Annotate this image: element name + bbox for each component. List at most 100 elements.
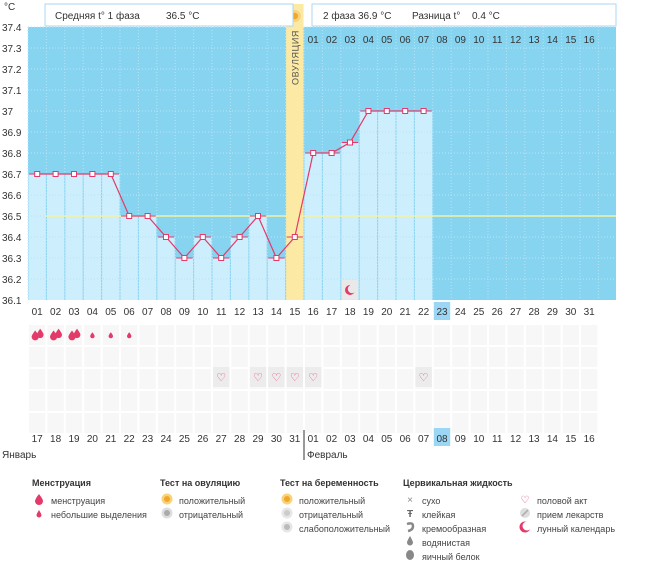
marker-cell [415,391,432,411]
x-tick-label: 29 [547,307,559,318]
heart-cell [415,367,432,387]
marker-cell [157,347,175,367]
temperature-point [126,213,133,219]
temperature-point [347,139,353,146]
marker-cell [433,369,451,389]
x-tick-label: 03 [68,307,80,318]
marker-cell [544,413,561,433]
small-drop-icon [90,332,95,339]
marker-cell [231,325,248,345]
temperature-point [89,171,96,177]
legend-label: сухо [422,496,441,506]
top-day-labels: 01 02 03 04 05 06 07 08 09 10 11 12 13 14 15 16 [308,35,596,46]
date-label: 12 [510,434,522,445]
phase2-value: 36.9 °C [358,11,391,22]
phase2-box [311,3,617,27]
date-label: 29 [252,434,264,445]
marker-cell [507,347,524,367]
marker-cell [581,413,598,433]
x-tick-label: 20 [381,307,393,318]
y-tick-label: 36.6 [2,191,22,202]
marker-cell [249,391,267,411]
marker-cell [84,413,101,433]
marker-cell [194,413,211,433]
marker-cell [65,347,83,367]
legend-title: Цервикальная жидкость [403,478,513,488]
marker-cell [65,369,83,389]
legend-other: ♡ половой акт прием лекарств лунный кален… [518,478,615,536]
legend-title: Тест на беременность [280,478,379,488]
marker-cell [194,325,211,345]
date-label: 25 [179,434,191,445]
marker-cell [47,391,64,411]
marker-rows: ♡ ♡ ♡ ♡ ♡ ♡ [29,325,598,433]
marker-cell [102,369,119,389]
temperature-line [37,110,424,260]
moon-icon [518,521,532,538]
marker-cell [139,369,156,389]
date-label: 15 [565,434,577,445]
temperature-bar [322,153,341,300]
x-tick-label: 30 [565,307,577,318]
heart-cell [249,367,267,387]
date-label: 05 [381,434,393,445]
marker-cell [397,369,414,389]
diff-label: Разница t° [412,11,460,22]
marker-cell [139,413,156,433]
marker-cell [452,413,469,433]
legend-item: отрицательный [280,507,390,522]
marker-cell [341,391,359,411]
x-tick-label: 24 [455,307,467,318]
temperature-bar [414,111,433,300]
marker-cell [415,325,432,345]
legend-item: ♡ половой акт [518,494,615,508]
x-tick-label: 16 [308,307,320,318]
marker-cell [397,347,414,367]
x-tick-label: 15 [289,307,301,318]
legend-item: положительный [160,493,245,508]
diff-value: 0.4 °C [472,11,500,22]
marker-cell [378,369,395,389]
x-tick-label: 17 [326,307,338,318]
marker-cell [47,413,64,433]
x-tick-label: 06 [124,307,136,318]
bbt-chart: ОВУЛЯЦИЯ °C 37.4 37.3 37.2 37.1 37 36.9 36.8 36.… [2,2,617,461]
menstruation-drop-icon [31,328,44,341]
date-label: 23 [142,434,154,445]
temperature-point [291,234,298,240]
marker-cell [84,391,101,411]
marker-cell [525,369,543,389]
legend-label: положительный [299,496,366,506]
x-tick-label: 12 [234,307,246,318]
marker-cell [489,325,506,345]
legend-item: яичный белок [403,549,513,564]
marker-cell [581,369,598,389]
temperature-point [52,171,59,177]
date-label: 07 [418,434,430,445]
x-tick-label: 05 [105,307,117,318]
marker-cell [29,347,46,367]
temperature-bar [359,111,378,300]
legend-label: менструация [51,496,106,506]
marker-cell [47,369,64,389]
small-drop-icon [127,332,132,339]
temperature-point [163,234,169,240]
date-label: 11 [492,434,503,445]
x-tick-label: 01 [32,307,44,318]
highlight-date-box [433,428,451,446]
marker-cell [397,391,414,411]
legend-item: водянистая [403,536,513,550]
legend-item: лунный календарь [518,521,615,538]
temperature-bar [138,216,157,300]
date-label: 28 [234,434,246,445]
date-label: 22 [124,434,136,445]
month-label-january: Январь [2,450,36,461]
marker-cell [378,347,395,367]
marker-cell [452,325,469,345]
x-tick-label: 10 [197,307,209,318]
x-tick-label: 31 [584,307,596,318]
phase1-value: 36.5 °C [166,11,199,22]
y-tick-label: 37.3 [2,44,22,55]
date-label: 18 [50,434,62,445]
marker-cell [581,391,598,411]
